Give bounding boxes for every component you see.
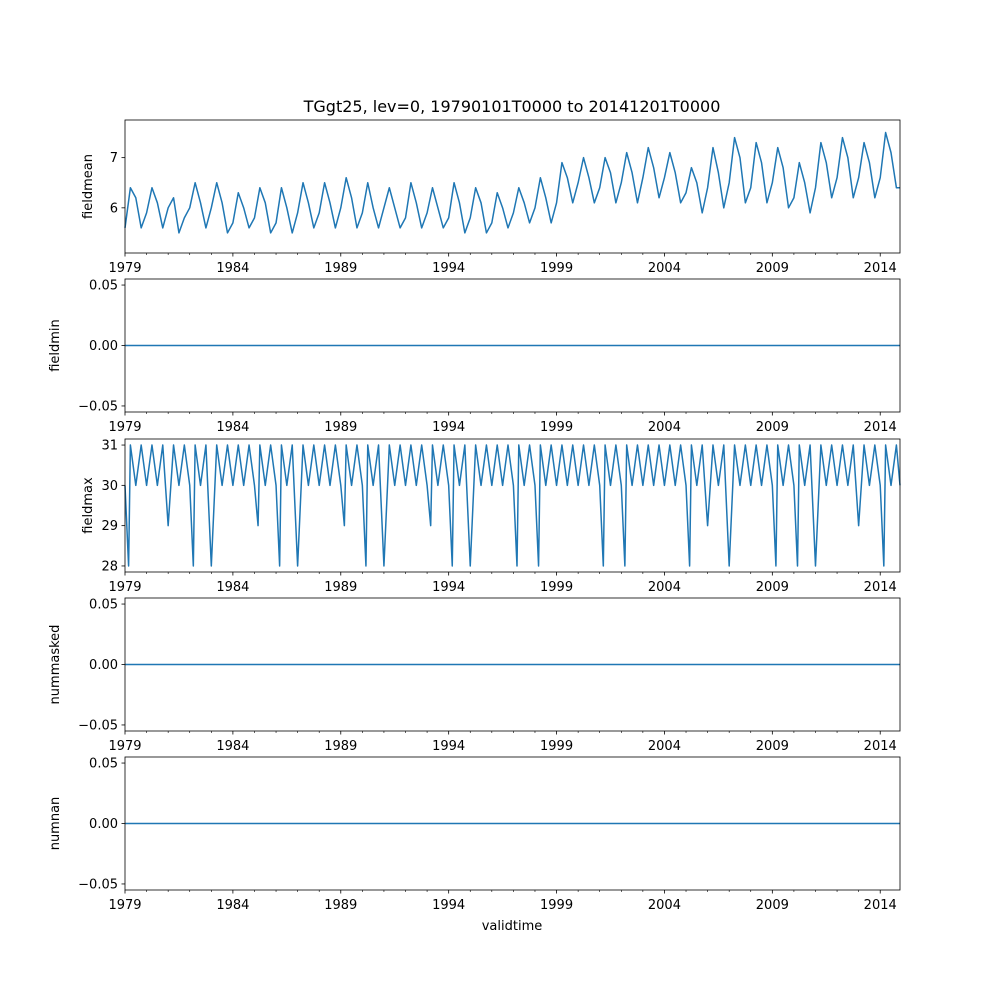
- x-tick-label: 1989: [324, 898, 357, 913]
- x-tick-label: 1999: [540, 580, 573, 595]
- x-tick-label: 1999: [540, 261, 573, 276]
- x-tick-label: 1989: [324, 739, 357, 754]
- x-tick-label: 2009: [756, 739, 789, 754]
- x-tick-label: 2004: [648, 739, 681, 754]
- x-tick-label: 1984: [216, 580, 249, 595]
- subplot-fieldmin: −0.05 0.00 0.05 fieldmin 1979 1984 1989 1994 199…: [48, 279, 901, 435]
- series-line-fieldmax: [124, 444, 901, 567]
- x-tick-label: 2014: [864, 261, 897, 276]
- subplot-fieldmax: 28 29 30 31 fieldmax 1979 1984 1989 1994 1999 2004…: [81, 438, 901, 595]
- x-tick-label: 1994: [432, 898, 465, 913]
- y-axis-label: fieldmin: [48, 319, 63, 372]
- y-tick-label: −0.05: [78, 718, 118, 733]
- subplot-numnan: −0.05 0.00 0.05 numnan 1979 1984 1989 1994 1999 2…: [48, 757, 901, 913]
- y-tick-label: 0.05: [89, 279, 118, 294]
- y-tick-label: 0.00: [89, 817, 118, 832]
- x-tick-label: 1994: [432, 261, 465, 276]
- x-tick-label: 2009: [756, 261, 789, 276]
- subplot-fieldmean: 6 7 fieldmean 1979 1984 1989 1994 1999 2004 2009 2…: [81, 119, 901, 276]
- y-tick-label: 0.05: [89, 598, 118, 613]
- x-tick-label: 1979: [108, 898, 141, 913]
- x-tick-label: 1989: [324, 261, 357, 276]
- x-tick-label: 1989: [324, 580, 357, 595]
- y-axis-label: nummasked: [48, 625, 63, 705]
- y-tick-label: 6: [110, 201, 118, 216]
- x-tick-label: 2004: [648, 898, 681, 913]
- x-tick-label: 1994: [432, 580, 465, 595]
- x-tick-label: 2009: [756, 420, 789, 435]
- x-tick-label: 1999: [540, 420, 573, 435]
- y-tick-label: 0.00: [89, 658, 118, 673]
- y-tick-label: 30: [101, 479, 118, 494]
- x-axis-label: validtime: [482, 919, 543, 934]
- y-axis-label: numnan: [48, 797, 63, 851]
- x-tick-label: 1984: [216, 898, 249, 913]
- y-axis-label: fieldmax: [81, 477, 96, 534]
- chart-title: TGgt25, lev=0, 19790101T0000 to 20141201…: [303, 97, 721, 116]
- x-tick-label: 1979: [108, 580, 141, 595]
- x-tick-label: 2014: [864, 420, 897, 435]
- axes-frame: [124, 438, 901, 573]
- x-tick-label: 2014: [864, 580, 897, 595]
- y-tick-label: −0.05: [78, 877, 118, 892]
- subplot-nummasked: −0.05 0.00 0.05 nummasked 1979 1984 1989 1994 19…: [48, 598, 901, 754]
- x-tick-label: 1984: [216, 420, 249, 435]
- axes-frame: [124, 119, 901, 254]
- x-tick-label: 1999: [540, 898, 573, 913]
- x-tick-label: 2009: [756, 580, 789, 595]
- series-line-fieldmean: [124, 131, 900, 234]
- x-tick-label: 1979: [108, 261, 141, 276]
- x-tick-label: 2004: [648, 261, 681, 276]
- x-tick-label: 1984: [216, 261, 249, 276]
- y-tick-label: 7: [110, 151, 118, 166]
- x-tick-label: 2014: [864, 739, 897, 754]
- x-tick-label: 1994: [432, 420, 465, 435]
- x-tick-label: 1999: [540, 739, 573, 754]
- y-tick-label: 28: [101, 559, 118, 574]
- x-tick-label: 1979: [108, 420, 141, 435]
- x-tick-label: 2009: [756, 898, 789, 913]
- x-tick-label: 2004: [648, 580, 681, 595]
- y-tick-label: −0.05: [78, 399, 118, 414]
- x-tick-label: 1989: [324, 420, 357, 435]
- y-tick-label: 0.00: [89, 339, 118, 354]
- x-tick-label: 1994: [432, 739, 465, 754]
- y-tick-label: 31: [101, 439, 118, 454]
- x-tick-label: 2014: [864, 898, 897, 913]
- y-tick-label: 29: [101, 519, 118, 534]
- x-tick-label: 2004: [648, 420, 681, 435]
- x-tick-label: 1979: [108, 739, 141, 754]
- x-tick-label: 1984: [216, 739, 249, 754]
- y-tick-label: 0.05: [89, 757, 118, 772]
- y-axis-label: fieldmean: [81, 154, 96, 219]
